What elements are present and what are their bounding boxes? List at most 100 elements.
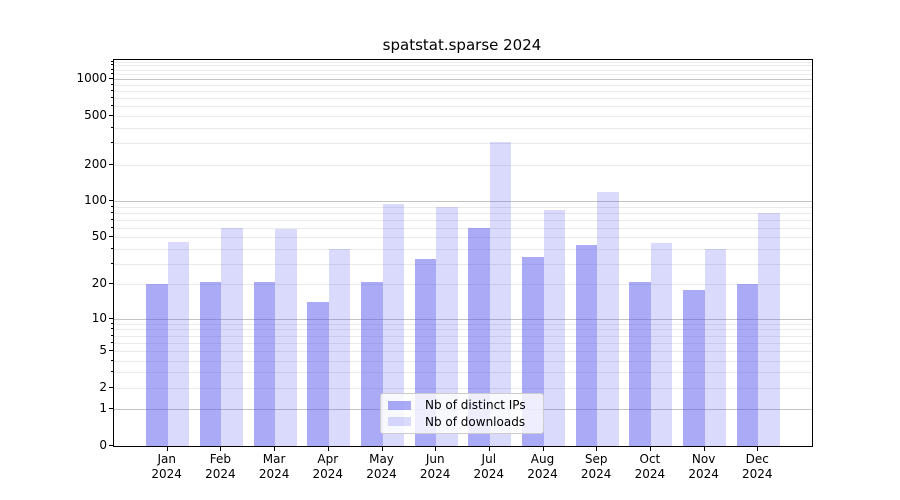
y-minor-tick-mark [110,83,113,85]
y-gridline [114,263,812,265]
y-tick-mark [109,236,113,238]
y-minor-tick-mark [110,247,113,249]
plot-area: Nb of distinct IPs Nb of downloads [113,59,813,447]
y-axis-tick-label: 1000 [76,71,107,86]
y-minor-tick-mark [110,126,113,128]
y-gridline [114,65,812,67]
y-tick-mark [109,408,113,410]
x-axis-tick-label: Feb 2024 [205,452,236,481]
bar-distinct-ips [575,245,598,446]
x-tick-mark [435,447,437,451]
y-axis-tick-label: 200 [84,156,107,171]
legend-swatch-distinct-ips-icon [388,400,411,410]
x-tick-mark [327,447,329,451]
x-tick-mark [220,447,222,451]
bar-downloads [221,227,243,446]
bar-downloads [650,242,673,446]
y-gridline [114,74,812,76]
bar-distinct-ips [683,289,705,446]
legend-label-downloads: Nb of downloads [425,414,526,429]
bar-distinct-ips [253,282,276,446]
bar-downloads [275,228,297,446]
x-axis-tick-label: May 2024 [366,452,397,481]
y-gridline [114,84,812,86]
x-axis-tick-label: Nov 2024 [688,452,719,481]
bar-downloads [489,141,512,446]
x-axis-tick-label: Aug 2024 [527,452,558,481]
y-minor-tick-mark [110,105,113,107]
y-gridline [114,212,812,214]
y-gridline [114,127,812,129]
bar-distinct-ips [629,282,651,446]
chart-title: spatstat.sparse 2024 [382,36,542,54]
x-axis-tick-label: Jul 2024 [473,452,505,481]
y-tick-mark [109,115,113,117]
y-minor-tick-mark [110,341,113,343]
y-gridline [114,91,812,93]
y-minor-tick-mark [110,97,113,99]
y-minor-tick-mark [110,90,113,92]
y-gridline [114,79,812,81]
x-axis-tick-label: Oct 2024 [634,452,666,481]
x-tick-mark [703,447,705,451]
bar-downloads [543,210,565,446]
y-gridline [114,248,812,250]
x-axis-tick-label: Mar 2024 [258,452,290,481]
bar-downloads [597,191,619,446]
y-minor-tick-mark [110,68,113,70]
y-tick-mark [109,317,113,319]
y-gridline [114,143,812,145]
y-gridline [114,61,812,63]
y-gridline [114,318,812,320]
bar-downloads [704,248,727,446]
y-minor-tick-mark [110,60,113,62]
y-tick-mark [109,163,113,165]
bar-downloads [328,248,351,446]
x-tick-mark [166,447,168,451]
y-gridline [114,219,812,221]
y-gridline [114,329,812,331]
x-tick-mark [381,447,383,451]
y-minor-tick-mark [110,371,113,373]
y-minor-tick-mark [110,205,113,207]
y-gridline [114,227,812,229]
y-axis-tick-label: 0 [99,438,107,452]
y-tick-mark [109,283,113,285]
y-axis-tick-label: 50 [91,229,107,244]
y-minor-tick-mark [110,218,113,220]
legend: Nb of distinct IPs Nb of downloads [380,393,544,434]
y-minor-tick-mark [110,334,113,336]
bar-downloads [167,241,190,446]
y-minor-tick-mark [110,64,113,66]
bar-distinct-ips [146,284,168,446]
y-tick-mark [109,445,113,446]
y-gridline [114,206,812,208]
x-tick-mark [542,447,544,451]
x-axis-tick-label: Dec 2024 [742,452,773,481]
bar-distinct-ips [736,284,759,446]
x-axis-tick-label: Jun 2024 [419,452,451,481]
x-tick-mark [488,447,490,451]
legend-label-distinct-ips: Nb of distinct IPs [425,398,526,413]
y-minor-tick-mark [110,262,113,264]
y-gridline [114,342,812,344]
bar-downloads [382,203,404,446]
y-gridline [114,284,812,286]
bar-distinct-ips [468,227,490,446]
y-axis-tick-label: 5 [99,342,107,357]
y-minor-tick-mark [110,359,113,361]
y-minor-tick-mark [110,142,113,144]
y-gridline [114,116,812,118]
y-gridline [114,323,812,325]
x-tick-mark [274,447,276,451]
y-gridline [114,237,812,239]
y-gridline [114,360,812,362]
x-tick-mark [596,447,598,451]
y-axis-tick-label: 20 [91,276,107,291]
y-gridline [114,335,812,337]
bar-downloads [436,206,458,446]
y-gridline [114,98,812,100]
bar-downloads [758,213,780,446]
y-minor-tick-mark [110,211,113,213]
